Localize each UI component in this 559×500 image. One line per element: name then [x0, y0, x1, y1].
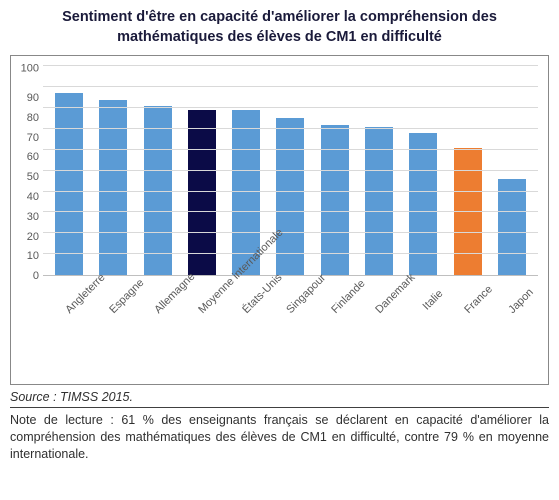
bars-group	[43, 66, 538, 275]
grid-line	[43, 232, 538, 233]
bar	[55, 93, 83, 275]
y-tick: 30	[27, 211, 39, 223]
grid-line	[43, 191, 538, 192]
chart-title: Sentiment d'être en capacité d'améliorer…	[10, 8, 549, 47]
y-tick: 50	[27, 171, 39, 183]
chart-container: 1009080706050403020100 AngleterreEspagne…	[10, 55, 549, 385]
grid-line	[43, 149, 538, 150]
y-tick: 0	[33, 270, 39, 282]
y-tick: 40	[27, 191, 39, 203]
grid-line	[43, 211, 538, 212]
grid-line	[43, 170, 538, 171]
y-tick: 90	[27, 92, 39, 104]
grid-line	[43, 253, 538, 254]
source-text: Source : TIMSS 2015.	[10, 387, 549, 408]
plot-area	[43, 66, 538, 276]
x-axis: AngleterreEspagneAllemagneMoyenne intern…	[43, 282, 538, 380]
y-tick: 60	[27, 151, 39, 163]
y-axis: 1009080706050403020100	[17, 66, 43, 276]
grid-line	[43, 107, 538, 108]
y-tick: 10	[27, 250, 39, 262]
grid-line	[43, 65, 538, 66]
grid-line	[43, 128, 538, 129]
bar	[498, 179, 526, 275]
y-tick: 20	[27, 231, 39, 243]
grid-line	[43, 86, 538, 87]
reading-note: Note de lecture : 61 % des enseignants f…	[10, 412, 549, 463]
y-tick: 100	[21, 63, 39, 75]
bar	[276, 118, 304, 275]
y-tick: 80	[27, 112, 39, 124]
bar	[99, 100, 127, 276]
bar	[188, 110, 216, 275]
y-tick: 70	[27, 132, 39, 144]
